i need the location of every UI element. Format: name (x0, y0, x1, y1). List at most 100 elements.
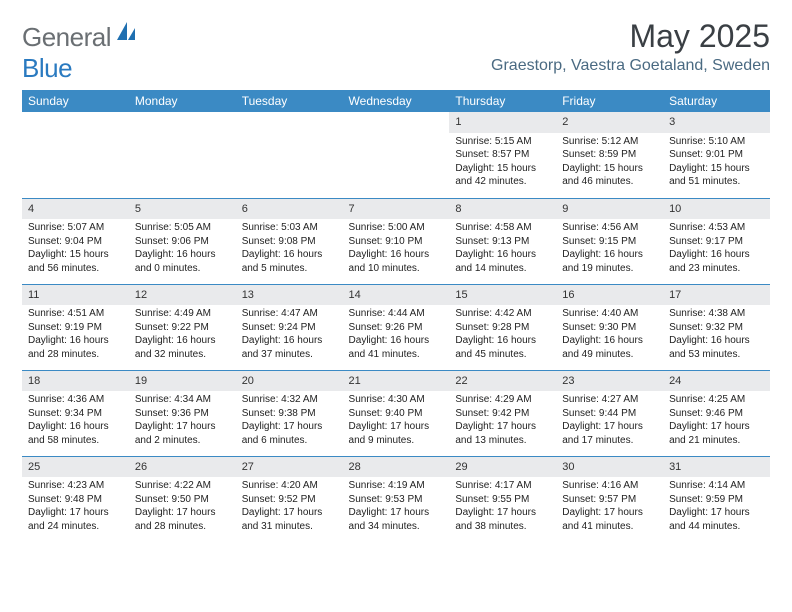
sunset-text: Sunset: 9:52 PM (242, 493, 337, 507)
calendar-cell: 18Sunrise: 4:36 AMSunset: 9:34 PMDayligh… (22, 370, 129, 456)
weekday-header: Sunday (22, 90, 129, 112)
sunrise-text: Sunrise: 4:22 AM (135, 479, 230, 493)
weekday-header: Tuesday (236, 90, 343, 112)
brand-part1: General (22, 22, 111, 52)
day-number: 5 (129, 199, 236, 220)
sunrise-text: Sunrise: 5:05 AM (135, 221, 230, 235)
sunrise-text: Sunrise: 4:34 AM (135, 393, 230, 407)
calendar-cell: 4Sunrise: 5:07 AMSunset: 9:04 PMDaylight… (22, 198, 129, 284)
calendar-cell: 22Sunrise: 4:29 AMSunset: 9:42 PMDayligh… (449, 370, 556, 456)
calendar-cell: 8Sunrise: 4:58 AMSunset: 9:13 PMDaylight… (449, 198, 556, 284)
sunrise-text: Sunrise: 4:38 AM (669, 307, 764, 321)
sunset-text: Sunset: 9:08 PM (242, 235, 337, 249)
day-number: 7 (343, 199, 450, 220)
sunrise-text: Sunrise: 4:32 AM (242, 393, 337, 407)
day-number: 26 (129, 457, 236, 478)
day-number: 28 (343, 457, 450, 478)
daylight-text: Daylight: 15 hours and 51 minutes. (669, 162, 764, 189)
daylight-text: Daylight: 16 hours and 41 minutes. (349, 334, 444, 361)
calendar-cell: 1Sunrise: 5:15 AMSunset: 8:57 PMDaylight… (449, 112, 556, 198)
daylight-text: Daylight: 17 hours and 9 minutes. (349, 420, 444, 447)
daylight-text: Daylight: 16 hours and 0 minutes. (135, 248, 230, 275)
daylight-text: Daylight: 17 hours and 24 minutes. (28, 506, 123, 533)
sunrise-text: Sunrise: 4:14 AM (669, 479, 764, 493)
daylight-text: Daylight: 17 hours and 17 minutes. (562, 420, 657, 447)
day-number: 10 (663, 199, 770, 220)
daylight-text: Daylight: 17 hours and 34 minutes. (349, 506, 444, 533)
daylight-text: Daylight: 16 hours and 14 minutes. (455, 248, 550, 275)
sunset-text: Sunset: 9:15 PM (562, 235, 657, 249)
calendar-cell: 12Sunrise: 4:49 AMSunset: 9:22 PMDayligh… (129, 284, 236, 370)
daylight-text: Daylight: 16 hours and 49 minutes. (562, 334, 657, 361)
daylight-text: Daylight: 16 hours and 19 minutes. (562, 248, 657, 275)
sunset-text: Sunset: 9:38 PM (242, 407, 337, 421)
daylight-text: Daylight: 16 hours and 58 minutes. (28, 420, 123, 447)
sunrise-text: Sunrise: 5:10 AM (669, 135, 764, 149)
sunrise-text: Sunrise: 5:07 AM (28, 221, 123, 235)
sunset-text: Sunset: 9:22 PM (135, 321, 230, 335)
sunrise-text: Sunrise: 4:19 AM (349, 479, 444, 493)
weekday-header: Friday (556, 90, 663, 112)
day-number: 21 (343, 371, 450, 392)
sunrise-text: Sunrise: 4:27 AM (562, 393, 657, 407)
calendar-cell: 9Sunrise: 4:56 AMSunset: 9:15 PMDaylight… (556, 198, 663, 284)
sunrise-text: Sunrise: 4:56 AM (562, 221, 657, 235)
daylight-text: Daylight: 15 hours and 46 minutes. (562, 162, 657, 189)
calendar-cell: 2Sunrise: 5:12 AMSunset: 8:59 PMDaylight… (556, 112, 663, 198)
calendar-cell: 13Sunrise: 4:47 AMSunset: 9:24 PMDayligh… (236, 284, 343, 370)
calendar-cell: 30Sunrise: 4:16 AMSunset: 9:57 PMDayligh… (556, 456, 663, 542)
day-number: 27 (236, 457, 343, 478)
day-number: 14 (343, 285, 450, 306)
sunset-text: Sunset: 9:57 PM (562, 493, 657, 507)
calendar-cell: 26Sunrise: 4:22 AMSunset: 9:50 PMDayligh… (129, 456, 236, 542)
brand-part2: Blue (22, 53, 72, 83)
sunset-text: Sunset: 9:19 PM (28, 321, 123, 335)
location-text: Graestorp, Vaestra Goetaland, Sweden (491, 57, 770, 75)
daylight-text: Daylight: 15 hours and 42 minutes. (455, 162, 550, 189)
sunrise-text: Sunrise: 5:00 AM (349, 221, 444, 235)
title-block: May 2025 Graestorp, Vaestra Goetaland, S… (491, 18, 770, 75)
day-number: 23 (556, 371, 663, 392)
sunset-text: Sunset: 9:42 PM (455, 407, 550, 421)
day-number: 22 (449, 371, 556, 392)
sunset-text: Sunset: 9:46 PM (669, 407, 764, 421)
sunrise-text: Sunrise: 4:30 AM (349, 393, 444, 407)
sunrise-text: Sunrise: 4:17 AM (455, 479, 550, 493)
weekday-header: Monday (129, 90, 236, 112)
sunset-text: Sunset: 9:50 PM (135, 493, 230, 507)
calendar-cell: 19Sunrise: 4:34 AMSunset: 9:36 PMDayligh… (129, 370, 236, 456)
sunset-text: Sunset: 9:26 PM (349, 321, 444, 335)
calendar-cell (129, 112, 236, 198)
sunrise-text: Sunrise: 4:49 AM (135, 307, 230, 321)
calendar-cell: 25Sunrise: 4:23 AMSunset: 9:48 PMDayligh… (22, 456, 129, 542)
day-number: 4 (22, 199, 129, 220)
sunset-text: Sunset: 9:04 PM (28, 235, 123, 249)
day-number: 17 (663, 285, 770, 306)
day-number: 25 (22, 457, 129, 478)
sunrise-text: Sunrise: 4:23 AM (28, 479, 123, 493)
daylight-text: Daylight: 16 hours and 32 minutes. (135, 334, 230, 361)
calendar-cell: 6Sunrise: 5:03 AMSunset: 9:08 PMDaylight… (236, 198, 343, 284)
sunset-text: Sunset: 9:34 PM (28, 407, 123, 421)
day-number: 18 (22, 371, 129, 392)
sunset-text: Sunset: 9:40 PM (349, 407, 444, 421)
daylight-text: Daylight: 15 hours and 56 minutes. (28, 248, 123, 275)
calendar-cell: 5Sunrise: 5:05 AMSunset: 9:06 PMDaylight… (129, 198, 236, 284)
calendar-cell: 20Sunrise: 4:32 AMSunset: 9:38 PMDayligh… (236, 370, 343, 456)
calendar-body: 1Sunrise: 5:15 AMSunset: 8:57 PMDaylight… (22, 112, 770, 542)
weekday-header: Wednesday (343, 90, 450, 112)
month-title: May 2025 (491, 18, 770, 55)
daylight-text: Daylight: 16 hours and 5 minutes. (242, 248, 337, 275)
calendar-cell: 24Sunrise: 4:25 AMSunset: 9:46 PMDayligh… (663, 370, 770, 456)
daylight-text: Daylight: 17 hours and 31 minutes. (242, 506, 337, 533)
sunrise-text: Sunrise: 5:03 AM (242, 221, 337, 235)
calendar-cell: 17Sunrise: 4:38 AMSunset: 9:32 PMDayligh… (663, 284, 770, 370)
day-number: 19 (129, 371, 236, 392)
daylight-text: Daylight: 16 hours and 10 minutes. (349, 248, 444, 275)
daylight-text: Daylight: 16 hours and 53 minutes. (669, 334, 764, 361)
calendar-cell: 3Sunrise: 5:10 AMSunset: 9:01 PMDaylight… (663, 112, 770, 198)
sunset-text: Sunset: 8:59 PM (562, 148, 657, 162)
sunset-text: Sunset: 9:44 PM (562, 407, 657, 421)
day-number: 11 (22, 285, 129, 306)
sunrise-text: Sunrise: 5:15 AM (455, 135, 550, 149)
